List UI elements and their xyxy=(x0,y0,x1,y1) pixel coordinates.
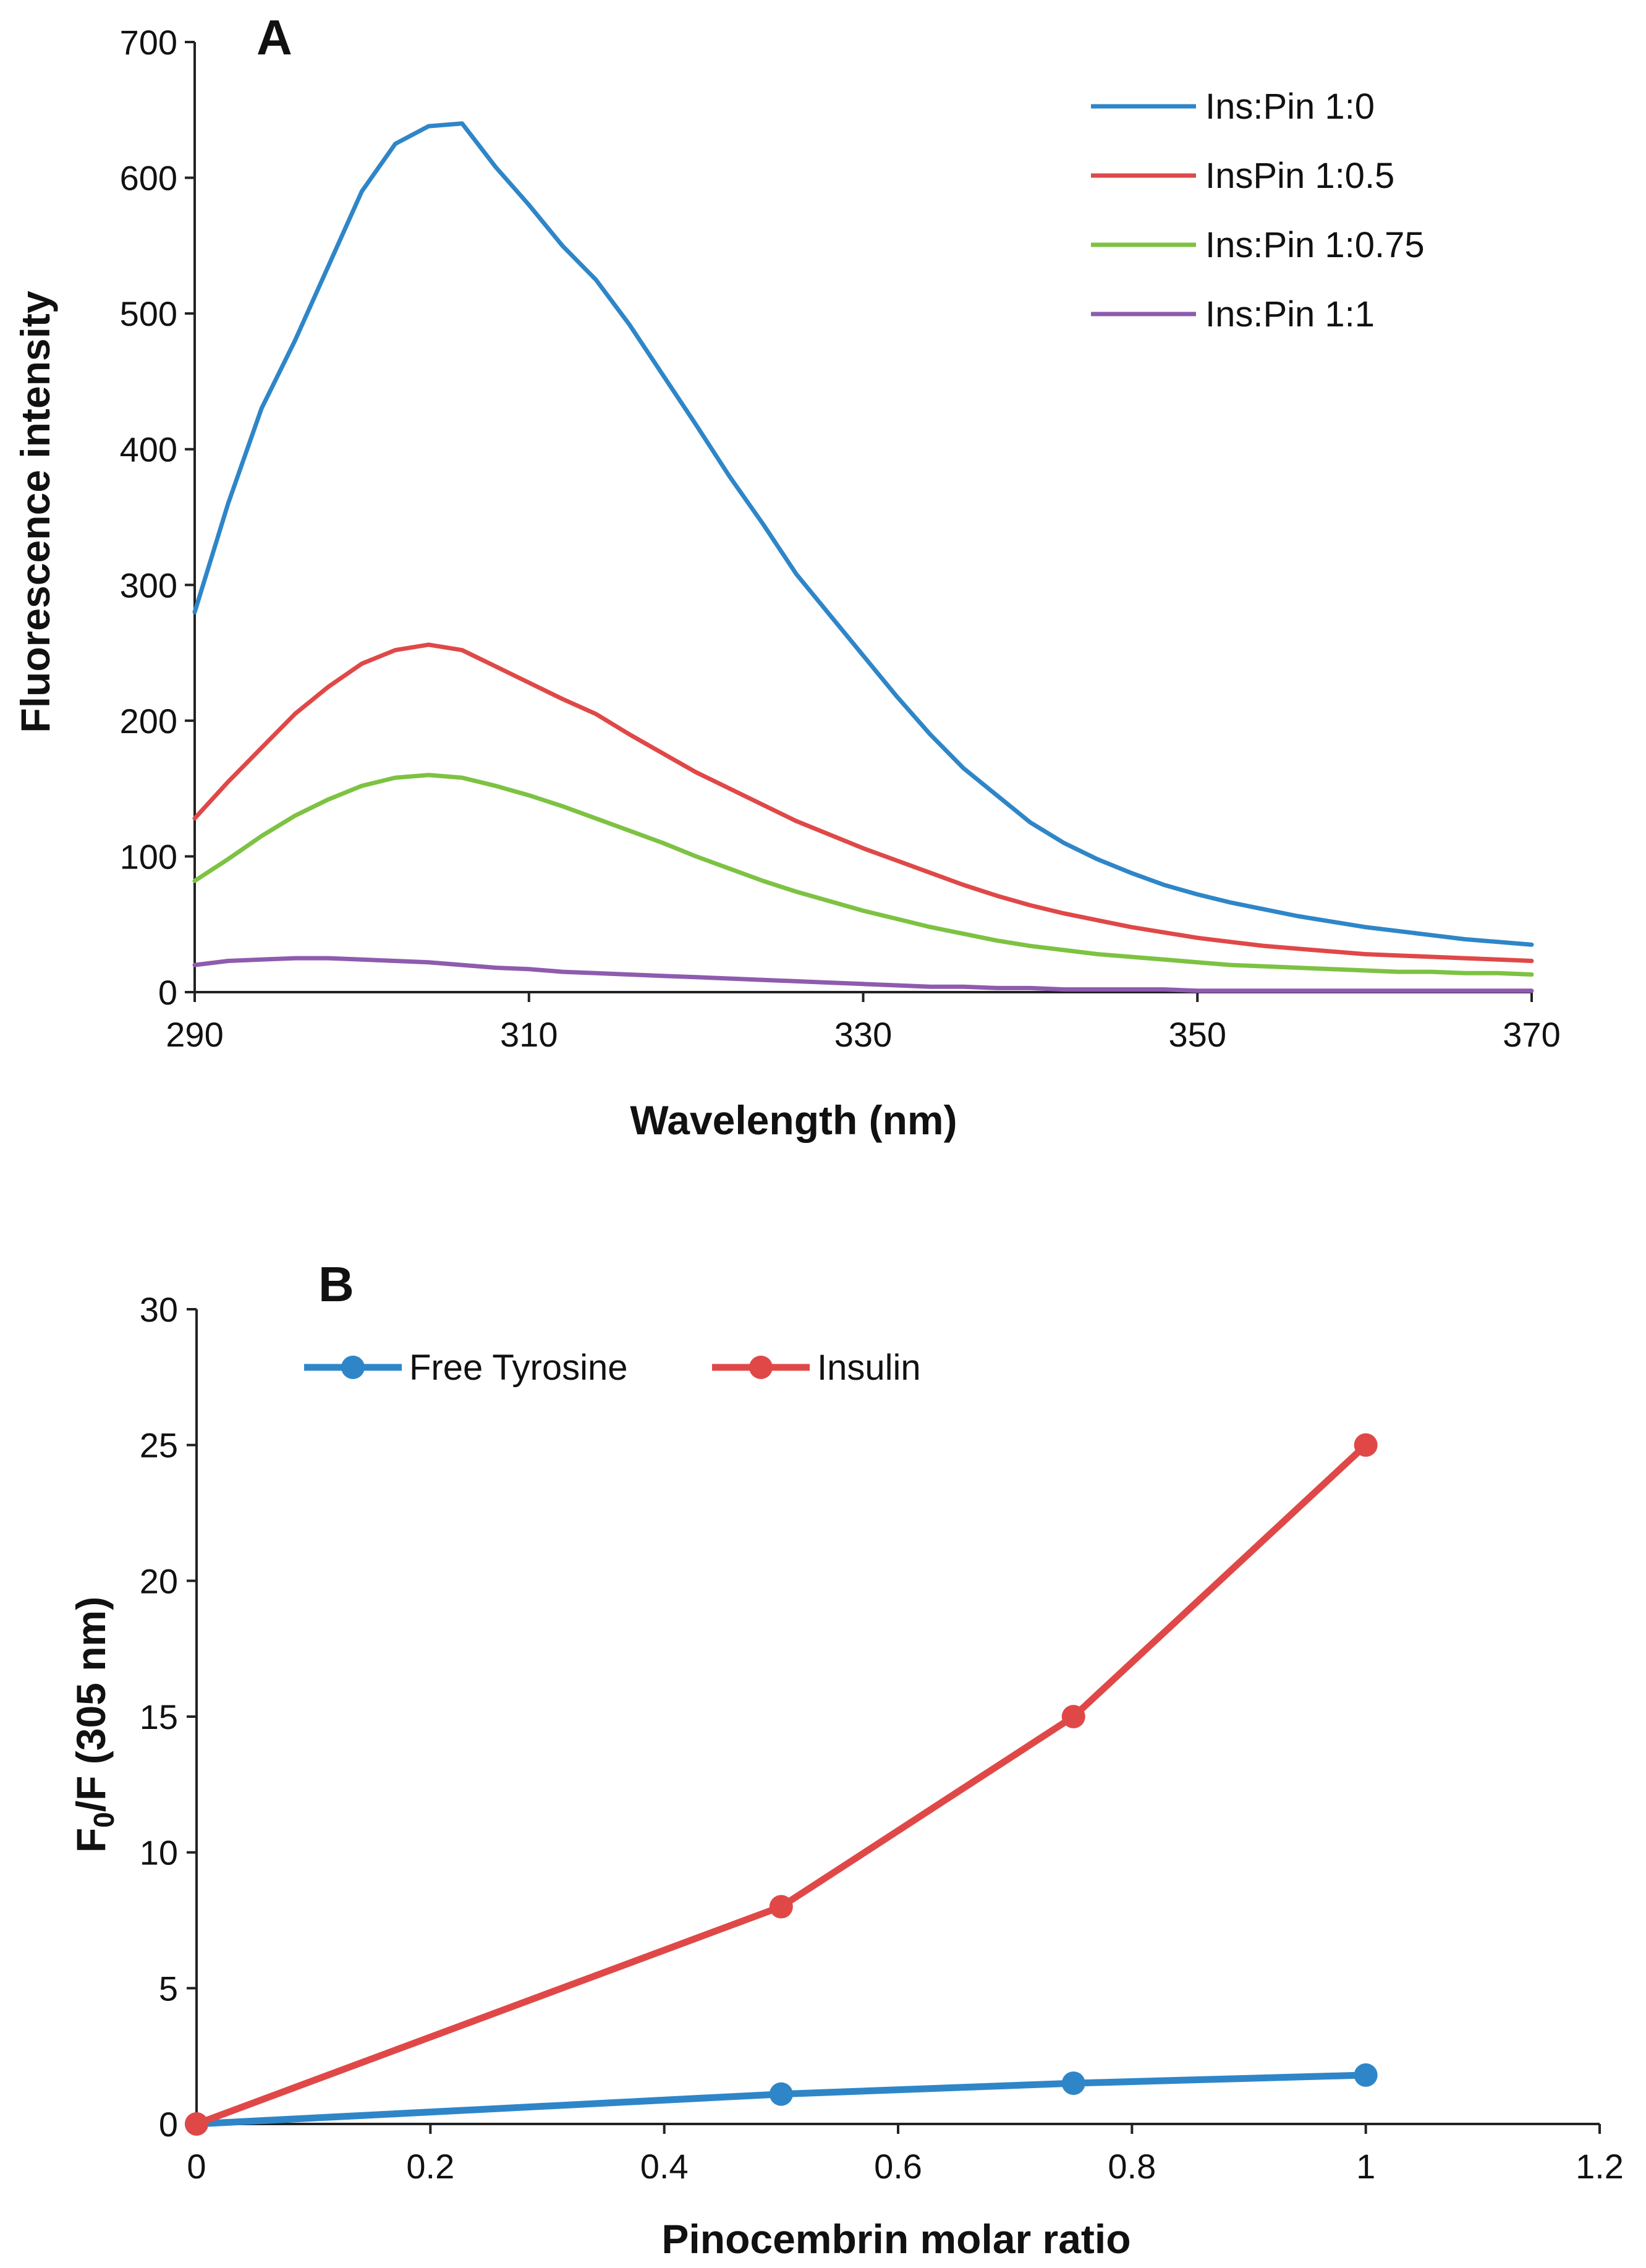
panel-b-legend-swatch-marker xyxy=(341,1356,365,1379)
panel-a-series-line-1 xyxy=(192,121,1534,947)
panel-b-series-line-1 xyxy=(193,2071,1370,2128)
panel-b-y-tick-label: 20 xyxy=(140,1561,178,1600)
panel-b-series-line-2 xyxy=(193,1442,1370,2128)
panel-a-legend-label: Ins:Pin 1:0.75 xyxy=(1205,225,1425,265)
panel-b-label: B xyxy=(318,1257,354,1312)
panel-b-y-axis-title-rest: /F (305 nm) xyxy=(68,1597,114,1812)
panel-a-series-line-2 xyxy=(192,642,1534,963)
panel-b-x-tick-label: 0.6 xyxy=(874,2147,922,2186)
panel-a-x-tick-label: 370 xyxy=(1503,1015,1560,1054)
panel-b-legend: Free Tyrosine Insulin xyxy=(304,1348,921,1388)
panel-b-chart: B 0 5 10 15 20 25 30 0 0.2 0.4 0.6 0.8 1 1.2 Pinocemb… xyxy=(68,1257,1624,2262)
panel-b-data-point xyxy=(769,2082,793,2106)
panel-a-tick-labels: 0 100 200 300 400 500 600 700 290 310 330 350 370 xyxy=(120,23,1561,1054)
panel-a-series xyxy=(192,121,1534,993)
panel-b-y-tick-label: 30 xyxy=(140,1290,178,1329)
panel-b-x-tick-label: 1.2 xyxy=(1576,2147,1624,2186)
panel-a-y-tick-label: 100 xyxy=(120,837,177,876)
panel-b-y-tick-label: 10 xyxy=(140,1833,178,1872)
panel-b-y-tick-label: 15 xyxy=(140,1697,178,1736)
panel-b-x-tick-label: 0.8 xyxy=(1108,2147,1156,2186)
panel-b-x-tick-label: 1 xyxy=(1356,2147,1375,2186)
panel-a-series-line-3 xyxy=(192,773,1534,977)
panel-b-x-tick-label: 0.2 xyxy=(406,2147,454,2186)
panel-b-x-tick-label: 0 xyxy=(187,2147,206,2186)
panel-b-data-point xyxy=(1061,1705,1085,1728)
panel-a-legend-label: Ins:Pin 1:1 xyxy=(1205,294,1375,334)
panel-b-y-axis-title: F0/F (305 nm) xyxy=(68,1597,120,1853)
panel-b-data-point xyxy=(769,1895,793,1919)
panel-a-x-axis-title: Wavelength (nm) xyxy=(630,1097,957,1143)
panel-a-legend: Ins:Pin 1:0 InsPin 1:0.5 Ins:Pin 1:0.75 Ins… xyxy=(1091,87,1425,334)
panel-b-series xyxy=(185,1433,1378,2136)
panel-a-y-tick-label: 700 xyxy=(120,23,177,62)
panel-b-data-point xyxy=(1354,2063,1378,2087)
panel-b-data-point xyxy=(185,2112,208,2136)
panel-b-y-tick-label: 5 xyxy=(159,1969,178,2008)
panel-b-legend-label: Free Tyrosine xyxy=(409,1348,628,1388)
panel-a-x-tick-label: 330 xyxy=(834,1015,892,1054)
panel-b-legend-label: Insulin xyxy=(817,1348,921,1388)
panel-a-y-tick-label: 0 xyxy=(158,973,177,1012)
panel-b-x-axis-title: Pinocembrin molar ratio xyxy=(661,2216,1131,2262)
panel-b-y-tick-label: 25 xyxy=(140,1426,178,1465)
panel-a-x-tick-label: 310 xyxy=(500,1015,558,1054)
panel-a-legend-label: Ins:Pin 1:0 xyxy=(1205,87,1375,127)
panel-a-label: A xyxy=(257,10,292,65)
panel-b-x-tick-label: 0.4 xyxy=(640,2147,689,2186)
panel-b-tick-labels: 0 5 10 15 20 25 30 0 0.2 0.4 0.6 0.8 1 1.2 xyxy=(140,1290,1624,2186)
panel-b-axes xyxy=(187,1308,1601,2134)
panel-a-y-tick-label: 400 xyxy=(120,430,177,469)
panel-a-y-tick-label: 200 xyxy=(120,702,177,741)
panel-b-legend-swatch-marker xyxy=(749,1356,773,1379)
panel-b-data-point xyxy=(1354,1433,1378,1457)
panel-a-x-tick-label: 290 xyxy=(166,1015,223,1054)
panel-a-y-tick-label: 500 xyxy=(120,294,177,333)
panel-a-x-tick-label: 350 xyxy=(1169,1015,1226,1054)
panel-b-y-axis-title-main: F xyxy=(68,1828,114,1853)
panel-a-y-axis-title: Fluorescence intensity xyxy=(12,291,58,733)
panel-b-data-point xyxy=(1061,2071,1085,2096)
panel-a-y-tick-label: 600 xyxy=(120,159,177,198)
panel-a-legend-label: InsPin 1:0.5 xyxy=(1205,156,1394,196)
panel-a-series-line-4 xyxy=(192,956,1534,993)
panel-b-y-tick-label: 0 xyxy=(159,2105,178,2144)
panel-a-y-tick-label: 300 xyxy=(120,566,177,605)
panel-b-y-axis-title-subscript: 0 xyxy=(88,1812,120,1828)
